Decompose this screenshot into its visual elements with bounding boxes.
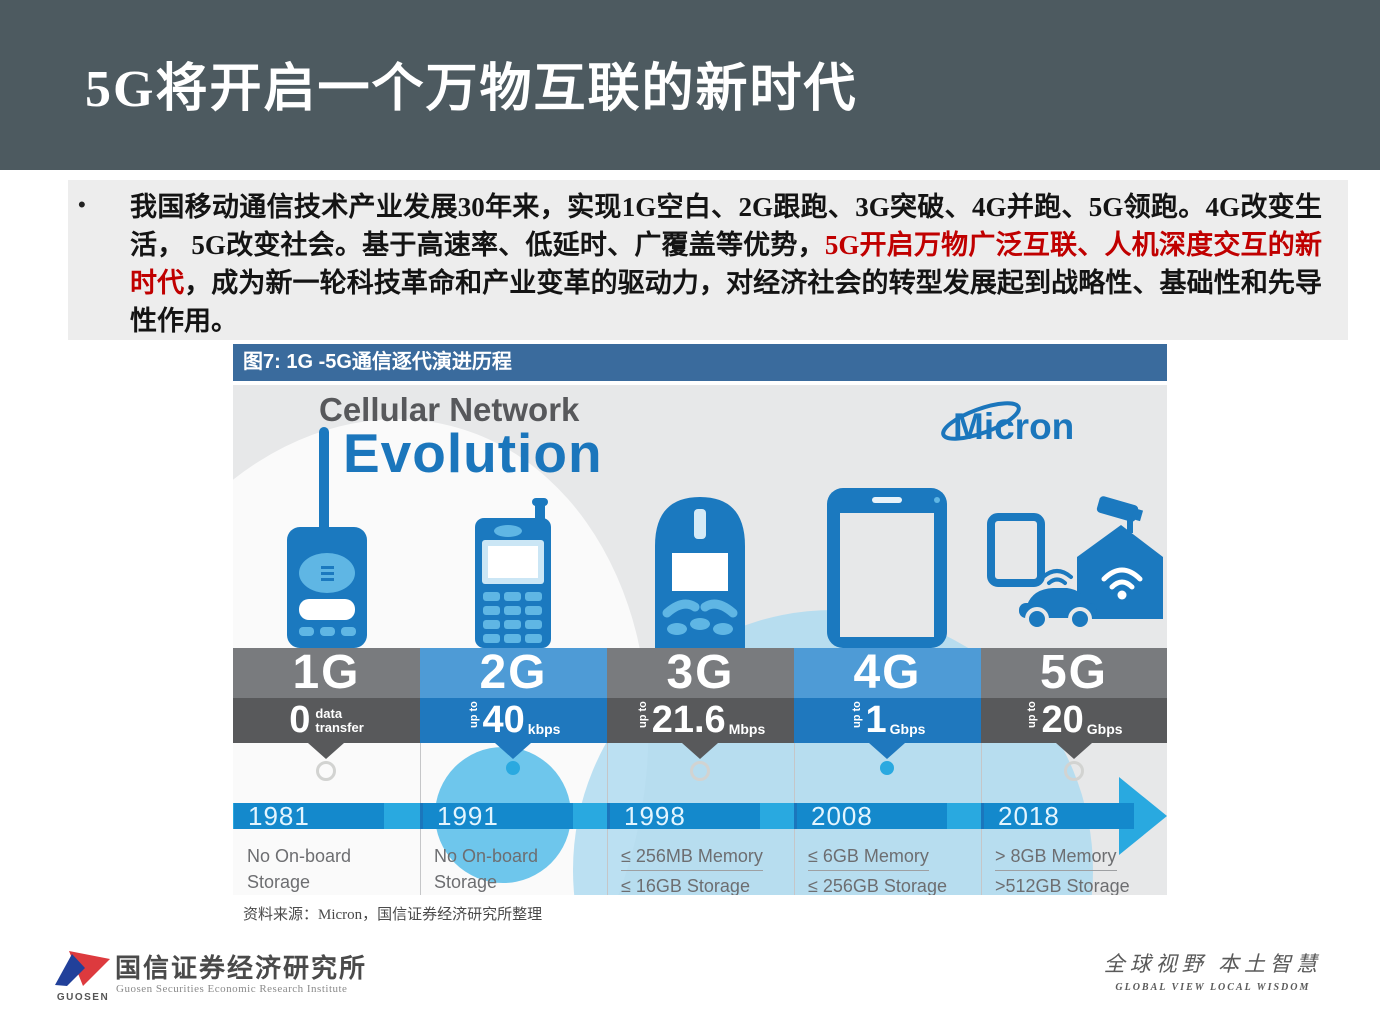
generation-label-1g: 1G bbox=[233, 648, 420, 698]
feature-phone-2g-icon bbox=[475, 498, 551, 648]
speed-unit-2g: kbps bbox=[527, 721, 561, 737]
generation-label-2g: 2G bbox=[420, 648, 607, 698]
guosen-logo-icon bbox=[55, 951, 110, 986]
timeline-pin-dot bbox=[880, 761, 894, 775]
cctv-camera-icon bbox=[1096, 496, 1144, 522]
organization-name-en: Guosen Securities Economic Research Inst… bbox=[116, 983, 348, 995]
speed-cell-5g: up to 20 Gbps bbox=[981, 698, 1167, 743]
timeline-pin-dot bbox=[690, 761, 710, 781]
speed-cell-3g: up to 21.6 Mbps bbox=[607, 698, 794, 743]
year-1998: 1998 bbox=[610, 803, 760, 829]
candybar-phone-3g-icon bbox=[655, 497, 745, 648]
timeline-pin bbox=[869, 743, 905, 759]
organization-name-cn: 国信证券经济研究所 bbox=[115, 954, 368, 983]
speed-value-5g: 20 bbox=[1041, 699, 1084, 741]
year-2018: 2018 bbox=[984, 803, 1134, 829]
timeline-divider bbox=[607, 803, 610, 829]
year-2008: 2008 bbox=[797, 803, 947, 829]
slide-title: 5G将开启一个万物互联的新时代 bbox=[85, 61, 858, 118]
generation-label-5g: 5G bbox=[981, 648, 1167, 698]
storage-info-5g: > 8GB Memory >512GB Storage bbox=[981, 843, 1167, 895]
generation-label-3g: 3G bbox=[607, 648, 794, 698]
timeline-pin bbox=[682, 743, 718, 759]
speed-value-1g: 0 bbox=[289, 699, 311, 741]
storage-info-1g: No On-board Storage bbox=[247, 846, 352, 892]
paragraph-highlight-red: 5G开启万物广泛互联、人机深度交互的新时代 bbox=[130, 230, 1322, 298]
figure-title-line2: Evolution bbox=[343, 422, 603, 484]
figure-source: 资料来源：Micron，国信证券经济研究所整理 bbox=[243, 907, 543, 923]
storage-info-2g: No On-board Storage bbox=[434, 846, 539, 892]
up-to-label: up to bbox=[850, 700, 863, 728]
year-1991: 1991 bbox=[423, 803, 573, 829]
speed-value-4g: 1 bbox=[865, 699, 887, 741]
timeline-pin-dot bbox=[1064, 761, 1084, 781]
storage-info-3g: ≤ 256MB Memory ≤ 16GB Storage bbox=[607, 843, 794, 895]
speed-cell-1g: 0 data transfer bbox=[233, 698, 420, 743]
year-1981: 1981 bbox=[234, 803, 384, 829]
cellular-evolution-infographic: Cellular Network Evolution Micron bbox=[233, 385, 1167, 895]
speed-cell-2g: up to 40 kbps bbox=[420, 698, 607, 743]
brick-phone-1g-icon bbox=[287, 427, 367, 648]
speed-value-2g: 40 bbox=[482, 699, 525, 741]
up-to-label: up to bbox=[467, 700, 480, 728]
slide-header-banner: 5G将开启一个万物互联的新时代 bbox=[0, 0, 1380, 170]
figure-title-line1: Cellular Network bbox=[319, 391, 580, 428]
paragraph-text-before: 我国移动通信技术产业发展30年来，实现1G空白、2G跟跑、3G突破、4G并跑、5… bbox=[130, 192, 1322, 260]
figure-caption-bar: 图7: 1G -5G通信逐代演进历程 bbox=[233, 344, 1167, 381]
speed-unit-4g: Gbps bbox=[889, 721, 926, 737]
summary-paragraph-block bbox=[68, 180, 1348, 340]
iot-devices-5g-icon bbox=[987, 496, 1163, 631]
micron-logo-icon: Micron bbox=[941, 401, 1074, 447]
timeline-pin bbox=[1056, 743, 1092, 759]
timeline-pin-dot bbox=[316, 761, 336, 781]
smartphone-4g-icon bbox=[827, 488, 947, 648]
timeline-divider bbox=[420, 803, 423, 829]
up-to-label: up to bbox=[1026, 700, 1039, 728]
bullet-point: • bbox=[78, 192, 86, 217]
timeline-pin bbox=[308, 743, 344, 759]
timeline-pin bbox=[495, 743, 531, 759]
motto-cn: 全球视野 本土智慧 bbox=[1103, 952, 1322, 976]
storage-info-4g: ≤ 6GB Memory ≤ 256GB Storage bbox=[794, 843, 981, 895]
svg-text:Micron: Micron bbox=[953, 406, 1074, 447]
summary-paragraph: 我国移动通信技术产业发展30年来，实现1G空白、2G跟跑、3G突破、4G并跑、5… bbox=[130, 188, 1322, 340]
footer-motto: 全球视野 本土智慧 GLOBAL VIEW LOCAL WISDOM bbox=[1104, 948, 1322, 993]
timeline-pin-dot bbox=[506, 761, 520, 775]
motto-en: GLOBAL VIEW LOCAL WISDOM bbox=[1115, 982, 1311, 993]
timeline-divider bbox=[794, 803, 797, 829]
paragraph-text-after: ，成为新一轮科技革命和产业变革的驱动力，对经济社会的转型发展起到战略性、基础性和… bbox=[130, 268, 1322, 336]
speed-unit-3g: Mbps bbox=[728, 721, 766, 737]
speed-note-1g: data transfer bbox=[315, 705, 364, 735]
speed-value-3g: 21.6 bbox=[651, 699, 726, 741]
speed-unit-5g: Gbps bbox=[1086, 721, 1123, 737]
timeline-divider bbox=[981, 803, 984, 829]
up-to-label: up to bbox=[636, 700, 649, 728]
connected-car-icon bbox=[1027, 588, 1088, 605]
speed-cell-4g: up to 1 Gbps bbox=[794, 698, 981, 743]
guosen-logo-text: GUOSEN bbox=[56, 992, 110, 1003]
generation-label-4g: 4G bbox=[794, 648, 981, 698]
